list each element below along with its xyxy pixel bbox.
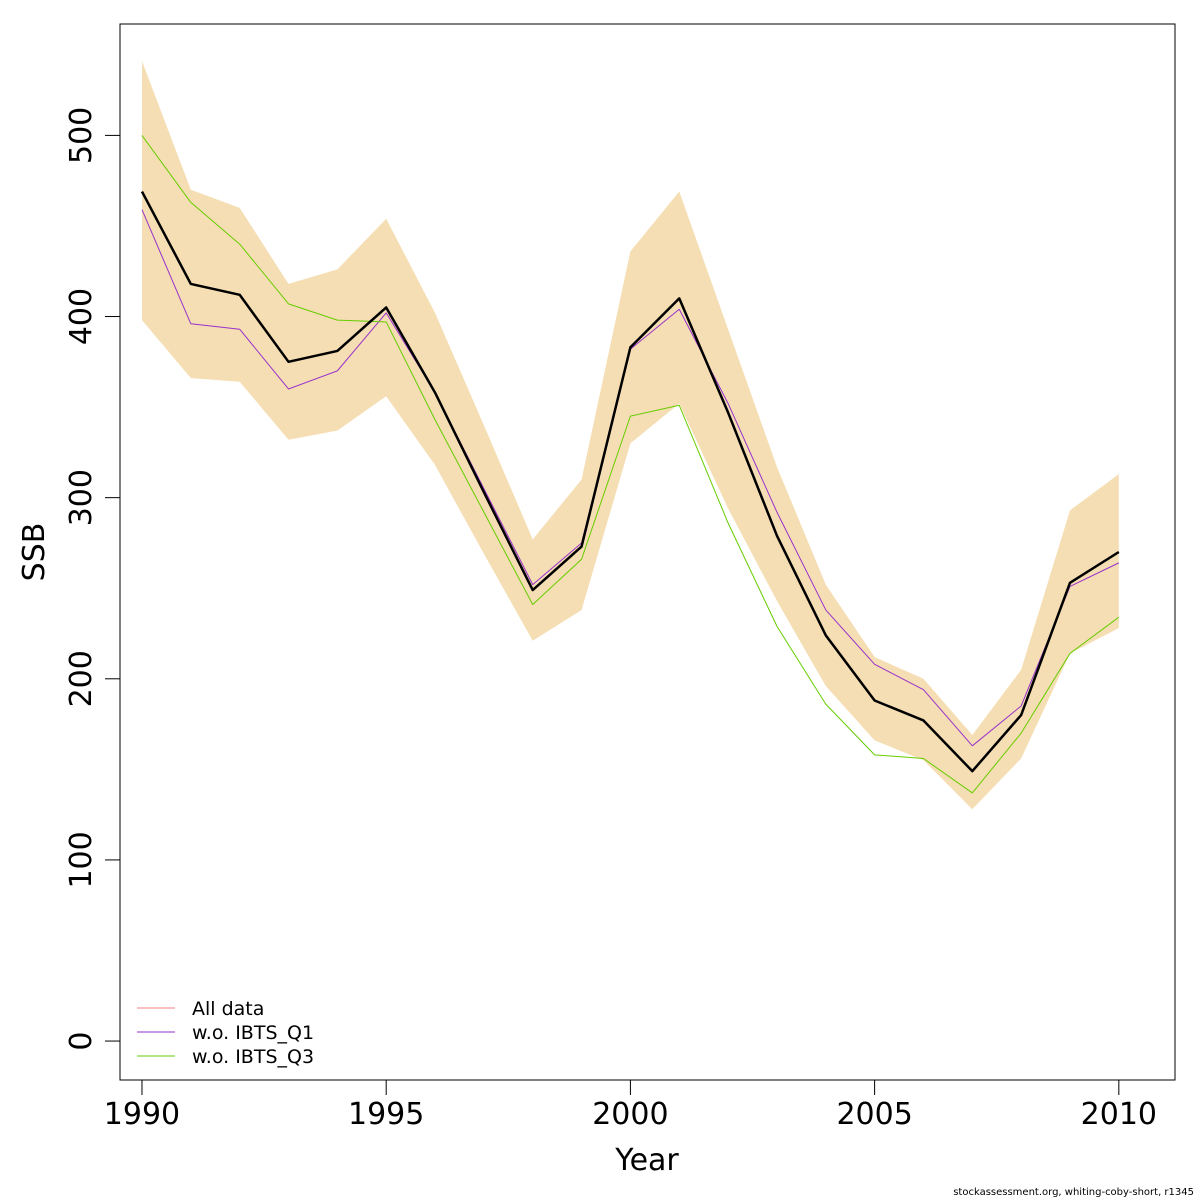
y-tick-label: 0 [64,1032,99,1051]
x-tick-label: 2000 [592,1097,668,1132]
y-tick-label: 200 [64,650,99,707]
x-tick-label: 2005 [836,1097,912,1132]
legend-label: w.o. IBTS_Q3 [192,1046,314,1068]
y-tick-label: 300 [64,469,99,526]
y-tick-label: 400 [64,288,99,345]
series-line-2 [141,135,1120,794]
x-axis-title: Year [614,1143,679,1178]
series-line-0 [140,190,1120,773]
confidence-band [141,61,1119,810]
y-axis-title: SSB [17,523,52,582]
x-axis: 1990 1995 2000 2005 2010 [104,1079,1157,1132]
y-tick-label: 100 [64,831,99,888]
legend-label: w.o. IBTS_Q1 [192,1022,314,1044]
legend-label: All data [192,998,264,1020]
confidence-band-layer [141,61,1119,810]
x-tick-label: 1990 [104,1097,180,1132]
y-tick-label: 500 [64,107,99,164]
x-tick-label: 1995 [348,1097,424,1132]
series-lines-layer [140,135,1120,794]
x-tick-label: 2010 [1081,1097,1157,1132]
y-axis: 0 100 200 300 400 500 [64,107,121,1051]
credit-text: stockassessment.org, whiting-coby-short,… [953,1187,1194,1198]
